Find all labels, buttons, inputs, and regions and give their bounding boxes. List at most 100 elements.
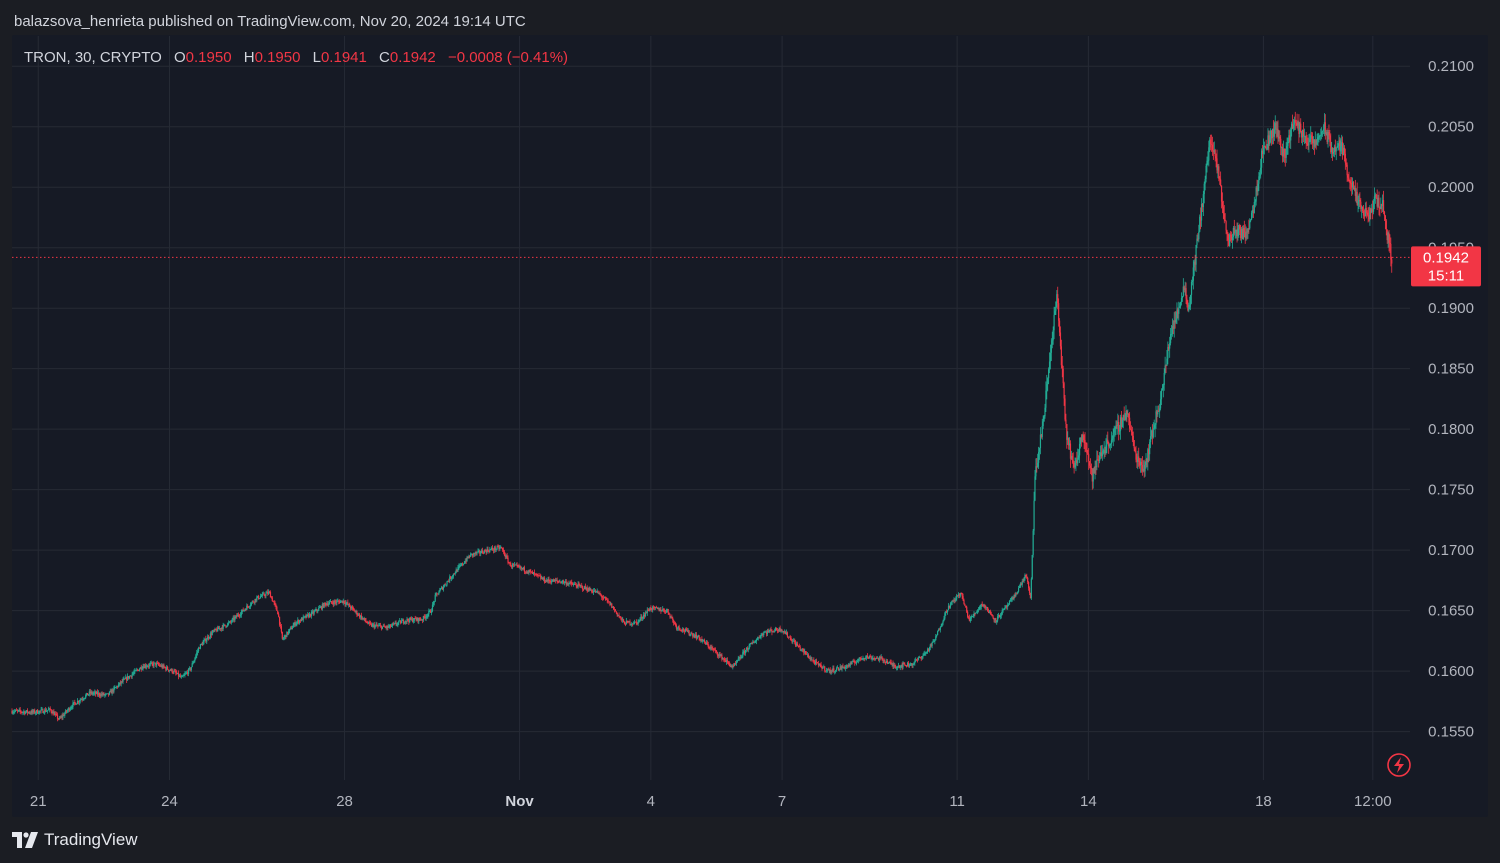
candle-body — [881, 656, 883, 658]
candle-body — [698, 635, 700, 639]
candle-body — [750, 642, 752, 644]
candle-body — [44, 709, 46, 713]
candle-body — [939, 627, 941, 630]
candle-body — [328, 603, 330, 606]
candle-body — [1168, 347, 1170, 349]
candle-body — [207, 636, 210, 639]
candle-body — [123, 678, 125, 680]
candle-body — [90, 691, 92, 694]
candle-body — [1033, 500, 1035, 531]
candle-body — [1139, 460, 1141, 466]
candle-body — [1336, 146, 1338, 148]
candle-body — [320, 606, 323, 609]
candle-body — [303, 616, 305, 618]
candle-body — [295, 623, 297, 626]
candle-body — [175, 671, 177, 673]
candle-body — [1157, 410, 1159, 415]
candle-body — [184, 673, 186, 676]
candle-body — [396, 624, 398, 626]
candle-body — [418, 617, 420, 622]
candle-body — [980, 603, 982, 607]
candle-body — [841, 666, 843, 670]
candle-body — [484, 550, 486, 552]
candle-body — [57, 718, 60, 720]
candle-body — [544, 581, 546, 583]
candle-body — [688, 630, 690, 635]
candle-body — [569, 581, 571, 584]
candle-body — [1132, 435, 1134, 441]
candle-body — [324, 602, 326, 604]
candle-body — [886, 661, 888, 664]
candle-body — [1285, 148, 1287, 158]
candle-body — [558, 581, 560, 583]
candle-body — [417, 617, 419, 622]
candle-body — [208, 637, 211, 639]
candle-body — [1253, 202, 1255, 214]
candle-body — [189, 667, 191, 671]
candle-body — [965, 605, 967, 608]
candle-body — [1309, 138, 1311, 142]
candle-body — [582, 586, 584, 590]
y-tick-label: 0.1550 — [1428, 724, 1474, 741]
candle-body — [717, 655, 719, 657]
candle-body — [765, 631, 768, 634]
candle-body — [226, 626, 228, 627]
candle-body — [66, 710, 69, 712]
candle-body — [740, 657, 742, 659]
candle-body — [737, 658, 739, 661]
candle-body — [592, 591, 595, 593]
candle-body — [40, 709, 42, 711]
candle-body — [603, 597, 606, 599]
candle-body — [1001, 610, 1003, 615]
candle-body — [875, 658, 877, 659]
candle-body — [361, 617, 363, 619]
candle-body — [594, 590, 596, 593]
candle-body — [467, 556, 469, 558]
candle-body — [340, 600, 343, 602]
candle-body — [229, 621, 232, 623]
candle-body — [1342, 147, 1345, 155]
candle-body — [633, 621, 636, 624]
open-label: O — [173, 49, 186, 66]
candle-body — [986, 607, 988, 608]
candle-body — [1225, 221, 1227, 231]
candle-body — [430, 611, 433, 613]
candle-body — [403, 622, 405, 624]
candle-body — [360, 615, 363, 619]
candle-body — [782, 631, 784, 632]
symbol-label[interactable]: TRON, 30, CRYPTO — [24, 49, 162, 66]
last-price-tag[interactable] — [1411, 246, 1481, 287]
candle-body — [136, 669, 138, 671]
candle-body — [992, 616, 994, 619]
candle-body — [1330, 141, 1332, 153]
candle-body — [799, 646, 801, 650]
candle-body — [197, 651, 199, 653]
candle-body — [785, 632, 787, 635]
lightning-icon[interactable] — [1387, 753, 1411, 777]
candle-body — [1246, 231, 1248, 233]
candle-body — [572, 584, 575, 585]
candle-body — [263, 593, 265, 596]
candle-body — [277, 610, 279, 615]
candle-body — [548, 578, 550, 581]
candle-body — [733, 665, 735, 667]
candle-body — [113, 687, 115, 692]
candle-body — [1223, 213, 1225, 220]
candle-body — [1114, 428, 1116, 430]
candle-body — [567, 583, 569, 585]
candle-body — [1134, 448, 1136, 452]
candle-body — [1209, 139, 1211, 148]
candle-body — [407, 618, 409, 621]
candle-body — [157, 663, 159, 664]
candle-body — [1077, 457, 1079, 464]
candle-body — [108, 691, 110, 695]
tradingview-brand[interactable]: TradingView — [12, 830, 138, 850]
candle-body — [481, 550, 484, 553]
candle-body — [368, 622, 370, 624]
candle-body — [258, 598, 261, 600]
candle-body — [262, 593, 264, 595]
candle-body — [159, 665, 161, 667]
candle-body — [135, 670, 137, 671]
candle-body — [28, 711, 30, 713]
